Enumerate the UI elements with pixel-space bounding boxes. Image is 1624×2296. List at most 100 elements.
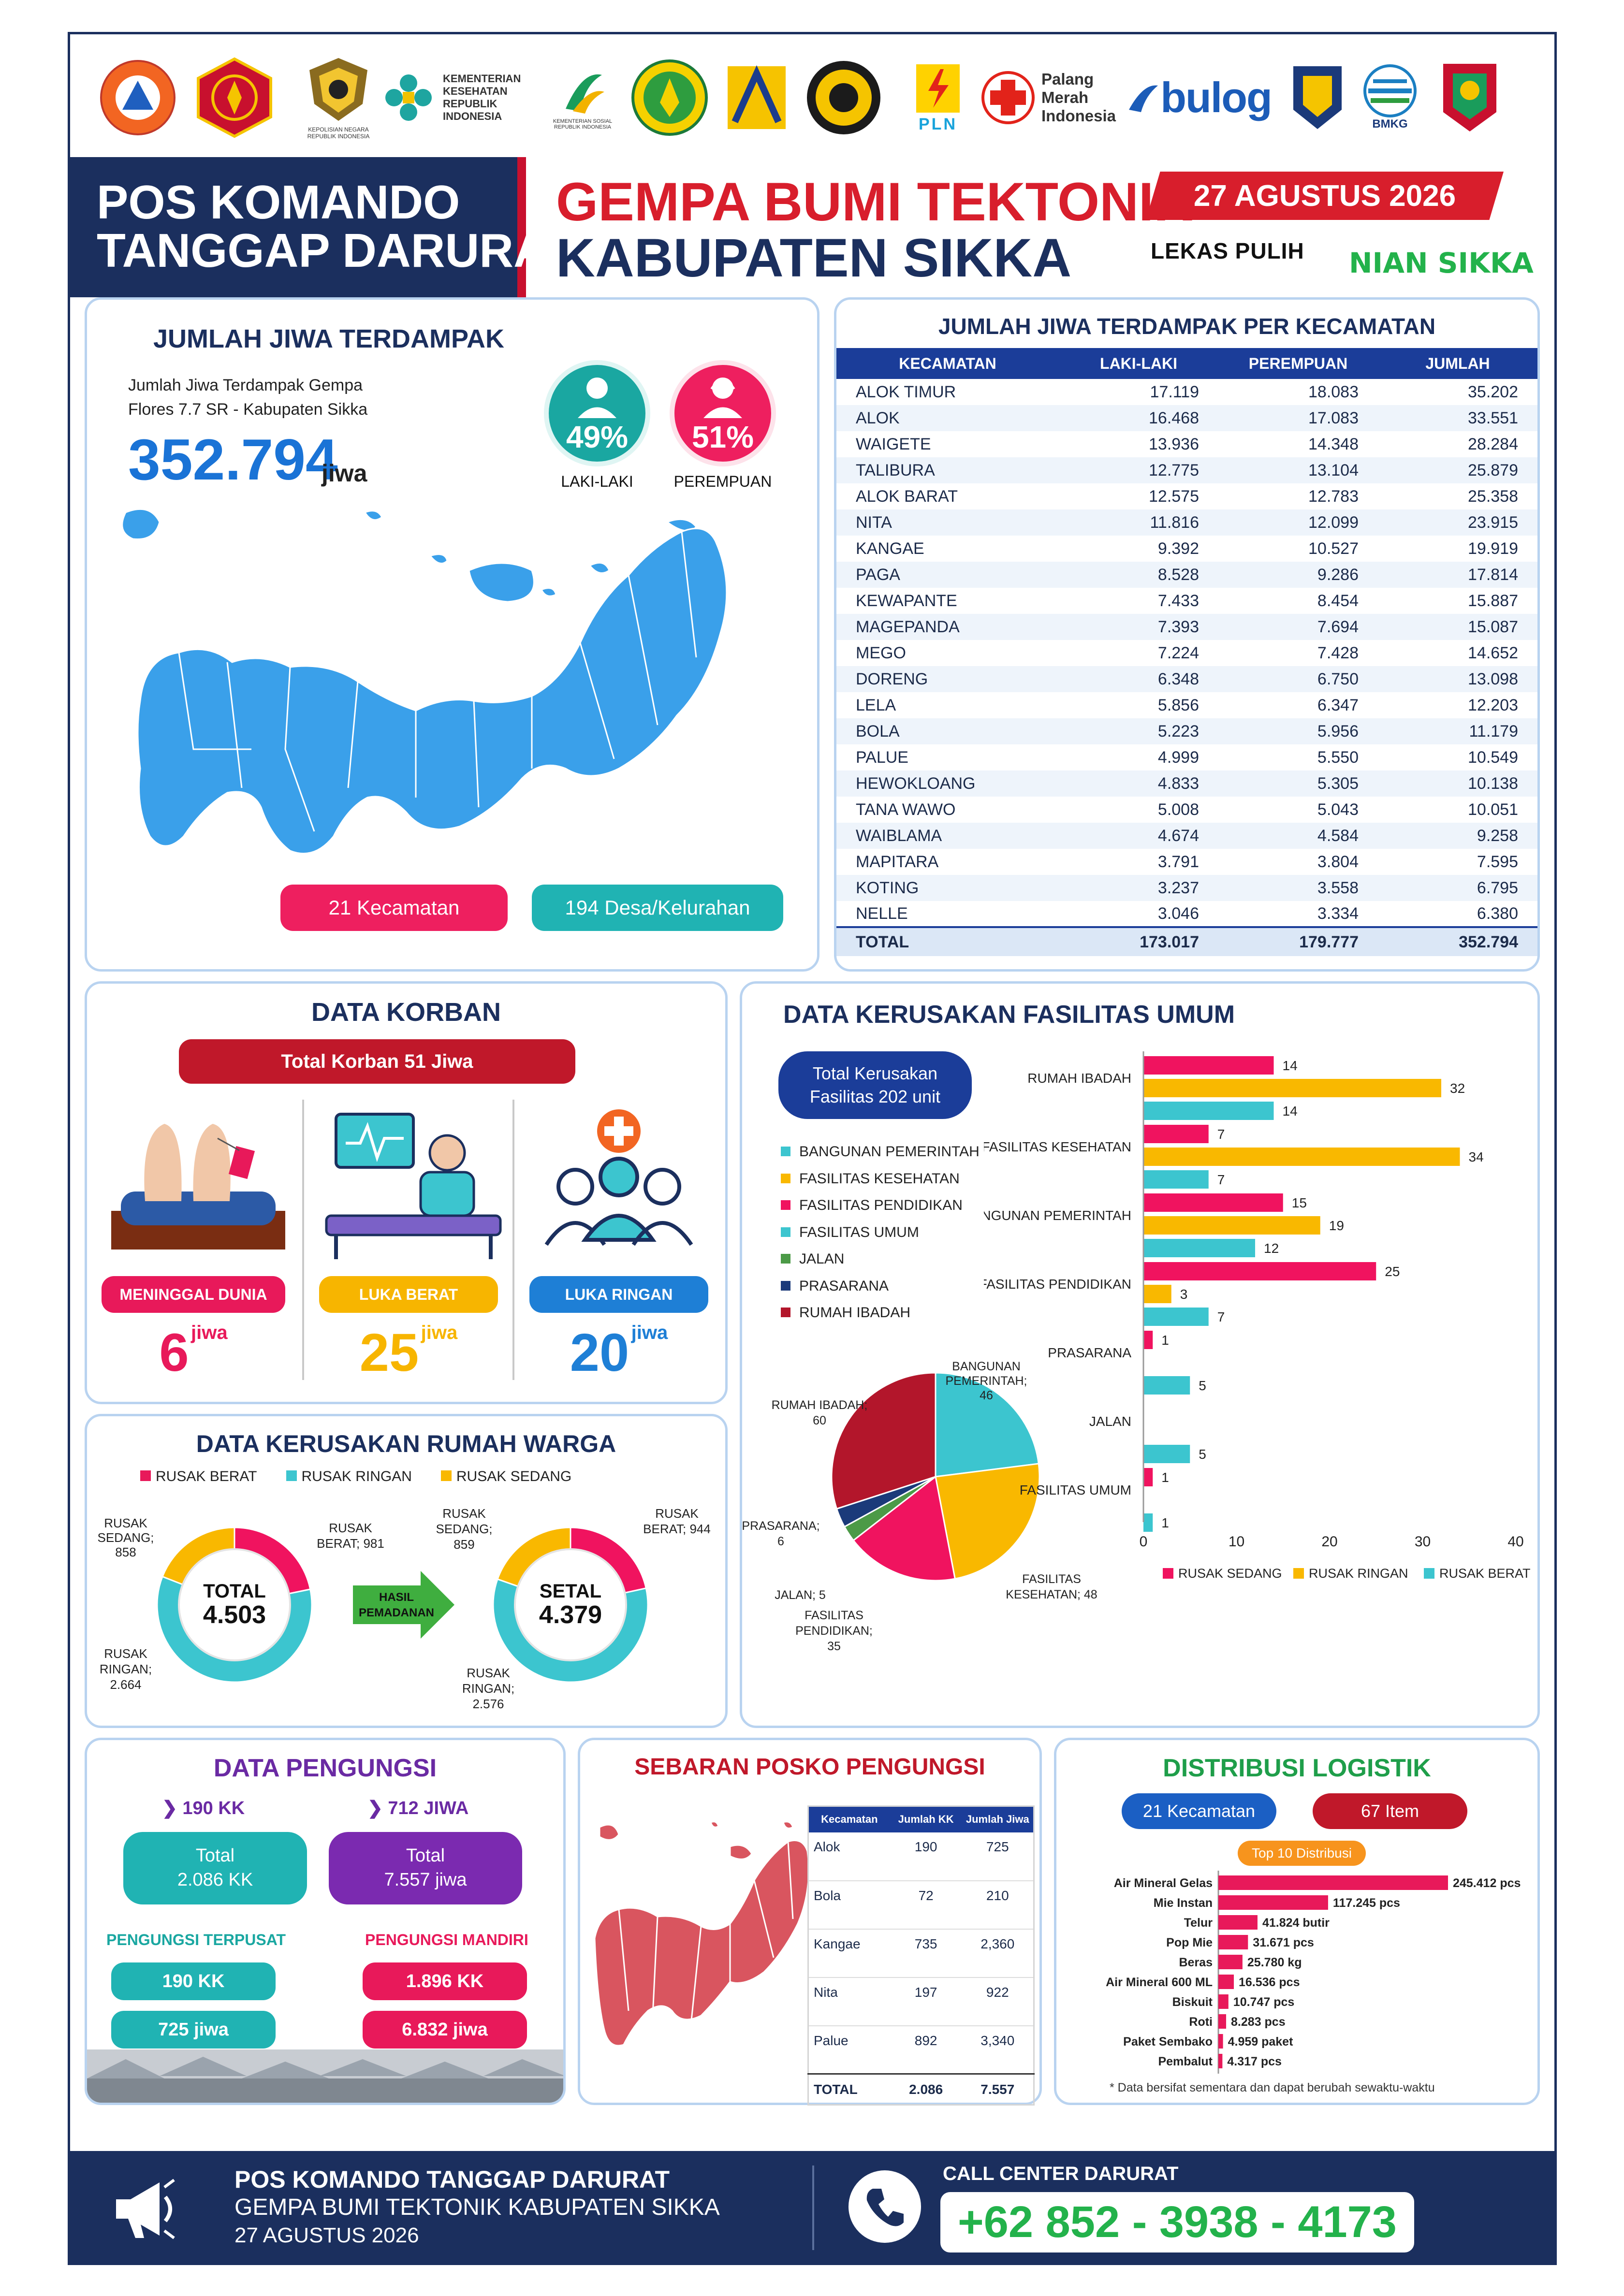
donut-after-labels: RUSAK SEDANG; 859 RUSAK BERAT; 944 RUSAK… [436, 1506, 710, 1711]
header-left-block [68, 157, 517, 297]
donut-after-value: 4.379 [539, 1601, 602, 1629]
affected-subtitle: Jumlah Jiwa Terdampak Gempa Flores 7.7 S… [128, 373, 367, 421]
table-row: HEWOKLOANG 4.833 5.305 10.138 [836, 770, 1537, 797]
table-row: ALOK BARAT 12.575 12.783 25.358 [836, 483, 1537, 509]
affected-total: 352.794 [128, 427, 338, 492]
table-cell: PALUE [856, 748, 908, 767]
bar [1218, 1955, 1243, 1969]
call-center-phone[interactable]: +62 852 - 3938 - 4173 [940, 2192, 1414, 2252]
desa-badge: 194 Desa/Kelurahan [532, 885, 783, 931]
refugees-jiwa-top: ❯ 712 JIWA [367, 1797, 468, 1819]
bnpb-emblem-icon [100, 60, 176, 135]
header-main-title: GEMPA BUMI TEKTONIK KABUPATEN SIKKA [556, 174, 1193, 286]
table-cell: 7.433 [1157, 591, 1199, 610]
map-islet-2 [429, 553, 448, 565]
pmi-text-2: Merah [1041, 88, 1089, 106]
facilities-total-badge: Total Kerusakan Fasilitas 202 unit [778, 1051, 972, 1119]
pupr-emblem-icon [728, 65, 786, 129]
district-table-header: KECAMATAN LAKI-LAKI PEREMPUAN JUMLAH [836, 348, 1537, 379]
table-cell: 6.795 [1477, 878, 1518, 897]
svg-text:RUSAK: RUSAK [442, 1506, 486, 1521]
female-circle: 51% [670, 360, 776, 466]
svg-text:RUSAK: RUSAK [329, 1521, 372, 1535]
bulog-text: bulog [1160, 73, 1272, 121]
hospital-bed-icon [325, 1113, 502, 1259]
bar-category-label: FASILITAS KESEHATAN [984, 1139, 1131, 1154]
table-row: PALUE 4.999 5.550 10.549 [836, 744, 1537, 770]
table-cell: 35.202 [1468, 382, 1518, 401]
chevron-down-icon: ❯ [367, 1798, 383, 1818]
bar-value-label: 12 [1264, 1241, 1279, 1256]
terpusat-jiwa: 725 jiwa [111, 2011, 276, 2049]
bar-legend-label: RUSAK SEDANG [1178, 1566, 1282, 1581]
table-cell: 17.814 [1468, 565, 1518, 584]
table-cell: 6.750 [1317, 669, 1359, 688]
table-cell: 179.777 [1299, 932, 1359, 951]
call-center-label: CALL CENTER DARURAT [943, 2163, 1179, 2184]
polri-logo: KEPOLISIAN NEGARA REPUBLIK INDONESIA [290, 54, 387, 141]
mandiri-kk: 1.896 KK [363, 1962, 527, 2000]
table-cell: 33.551 [1468, 408, 1518, 427]
bar [1218, 1935, 1248, 1949]
svg-text:FASILITAS: FASILITAS [1022, 1572, 1081, 1586]
table-cell: 12.783 [1308, 487, 1359, 506]
logistics-top-label: Top 10 Distribusi [1238, 1841, 1366, 1866]
facilities-total-line1: Total Kerusakan [812, 1063, 938, 1083]
table-cell: 16.468 [1149, 408, 1199, 427]
victims-title: DATA KORBAN [311, 998, 501, 1027]
bar [1143, 1125, 1209, 1143]
terpusat-label: PENGUNGSI TERPUSAT [106, 1931, 286, 1948]
svg-text:SEDANG;: SEDANG; [436, 1522, 492, 1536]
svg-text:859: 859 [454, 1537, 474, 1552]
table-cell: 352.794 [1459, 932, 1518, 951]
table-cell: Kangae [814, 1936, 861, 1951]
kemenkes-logo: KEMENTERIAN KESEHATAN REPUBLIK INDONESIA [382, 54, 541, 141]
facilities-pie: BANGUNAN PEMERINTAH; 46 FASILITAS KESEHA… [742, 1360, 1097, 1653]
table-cell: 11.179 [1469, 722, 1518, 741]
house-damage-donuts: TOTAL 4.503 SETAL 4.379 RUSAK SEDANG; 85… [97, 1506, 710, 1711]
pie-slice [935, 1463, 1040, 1580]
refugees-card: DATA PENGUNGSI ❯ 190 KK ❯ 712 JIWA Total… [85, 1738, 566, 2105]
bar-value-label: 1 [1161, 1470, 1169, 1485]
table-cell: 25.879 [1468, 461, 1518, 480]
col-perempuan: PEREMPUAN [1248, 354, 1348, 372]
svg-text:BERAT; 944: BERAT; 944 [643, 1522, 711, 1536]
bar [1218, 1915, 1258, 1930]
male-label: LAKI-LAKI [561, 473, 633, 490]
table-cell: 23.915 [1468, 513, 1518, 532]
arrow-label-2: PEMADANAN [359, 1606, 434, 1619]
table-cell: 7.428 [1317, 643, 1359, 662]
slogan-lekas-pulih: LEKAS PULIH [1151, 238, 1304, 263]
bar-category-label: FASILITAS UMUM [1020, 1482, 1131, 1497]
kemenkes-icon [385, 74, 432, 121]
table-cell: NELLE [856, 904, 908, 923]
bar-value-label: 25 [1385, 1264, 1400, 1279]
legend-rusak-ringan-text: RUSAK RINGAN [301, 1468, 412, 1484]
bar-value-label: 10.747 pcs [1233, 1995, 1295, 2009]
legend-item: PRASARANA [781, 1273, 980, 1300]
legend-rusak-sedang: RUSAK SEDANG [440, 1468, 571, 1485]
posko-col-jiwa: Jumlah Jiwa [966, 1813, 1029, 1826]
table-cell: 13.104 [1308, 461, 1359, 480]
svg-text:2.576: 2.576 [472, 1697, 504, 1711]
houses-card: DATA KERUSAKAN RUMAH WARGA RUSAK BERAT R… [85, 1414, 728, 1728]
table-cell: 725 [986, 1839, 1009, 1854]
bar [1143, 1170, 1209, 1189]
pln-logo: PLN [904, 54, 972, 141]
kemensos-caption: KEMENTERIAN SOSIAL REPUBLIK INDONESIA [553, 118, 613, 130]
table-row: LELA 5.856 6.347 12.203 [836, 692, 1537, 718]
table-total-row: TOTAL 173.017 179.777 352.794 [836, 927, 1537, 956]
donut-before-center [178, 1548, 291, 1661]
footer-line3: 27 AGUSTUS 2026 [234, 2223, 419, 2247]
facilities-pie-labels: BANGUNAN PEMERINTAH; 46 FASILITAS KESEHA… [742, 1360, 1097, 1653]
polri-caption: KEPOLISIAN NEGARA REPUBLIK INDONESIA [307, 126, 370, 140]
heavy-value-wrap: 25 jiwa [319, 1322, 498, 1383]
posko-title: SEBARAN POSKO PENGUNGSI [634, 1754, 985, 1780]
svg-text:RUSAK: RUSAK [467, 1666, 510, 1680]
legend-swatch [781, 1147, 790, 1156]
legend-rusak-berat-text: RUSAK BERAT [156, 1468, 257, 1484]
legend-rusak-berat: RUSAK BERAT [140, 1468, 257, 1485]
bar-category-label: JALAN [1089, 1414, 1131, 1429]
legend-label: FASILITAS UMUM [799, 1224, 919, 1240]
logistics-note: * Data bersifat sementara dan dapat beru… [1110, 2081, 1435, 2094]
